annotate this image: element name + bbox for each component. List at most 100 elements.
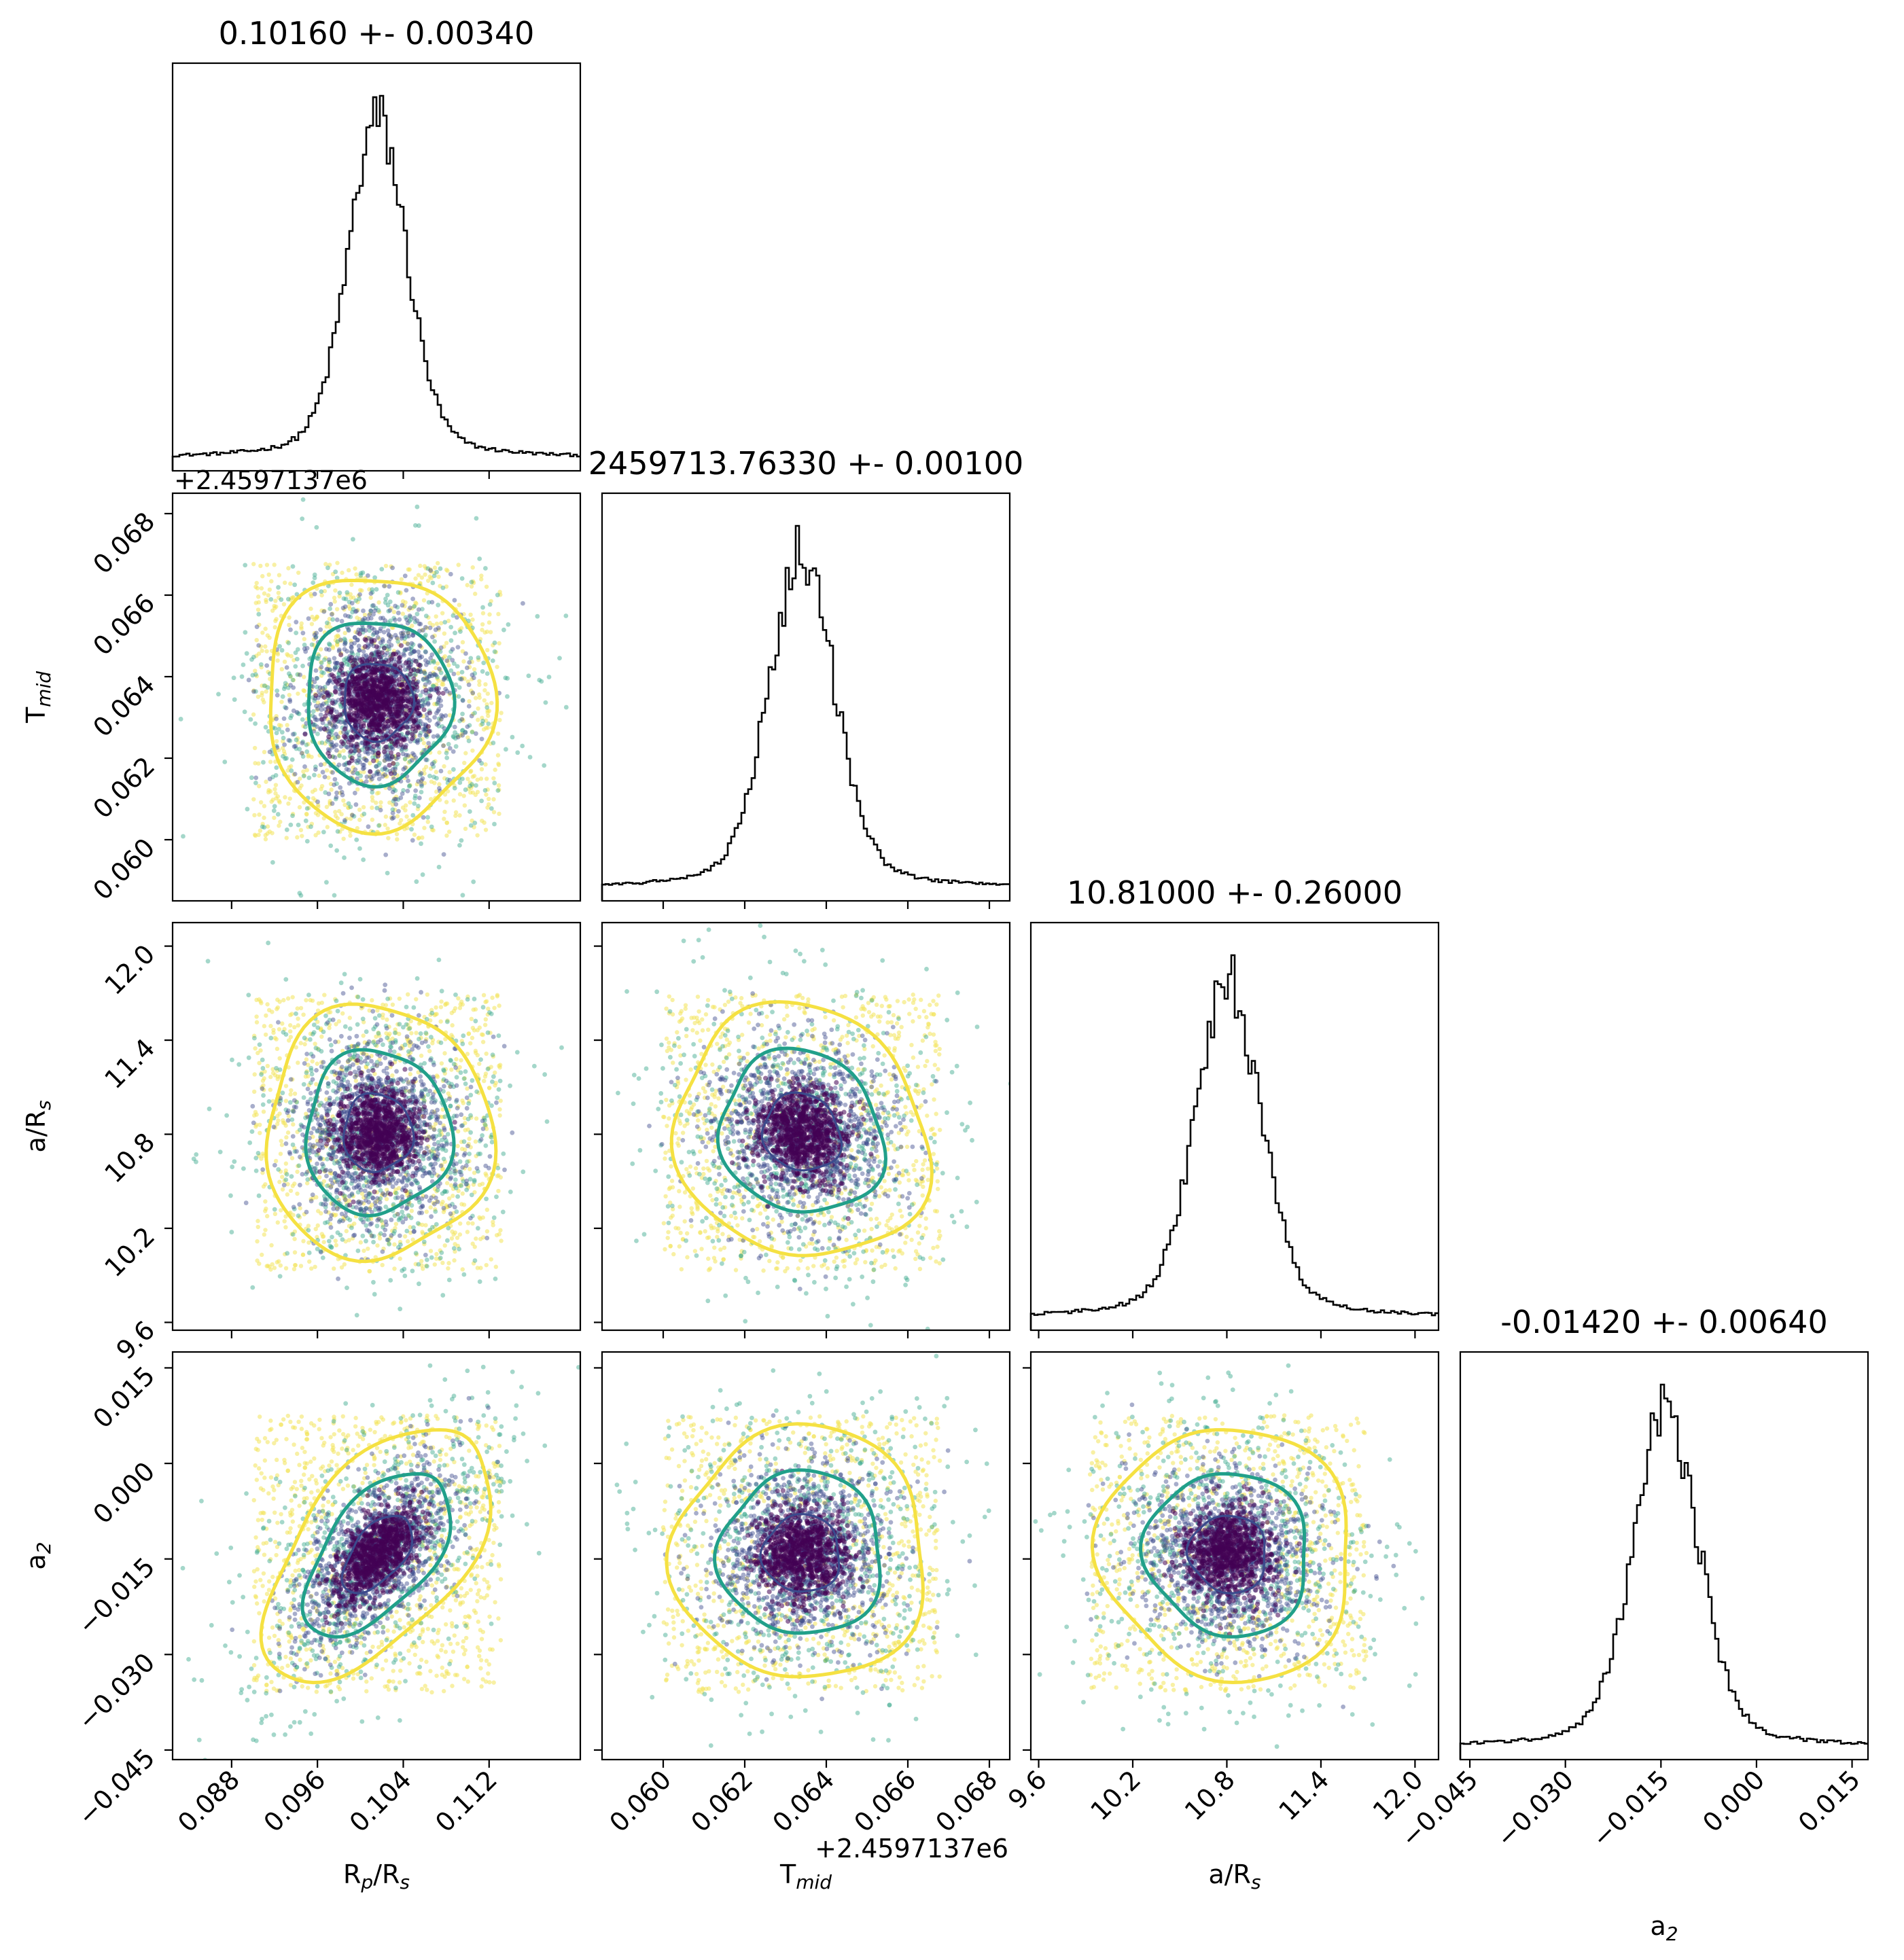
sample-point [429,1010,435,1016]
sample-point [283,1084,289,1088]
sample-point [321,701,326,707]
sample-point [376,750,381,756]
sample-point [260,824,265,830]
sample-point [259,586,264,591]
sample-point [417,1281,421,1287]
sample-point [315,799,320,804]
sample-point [327,721,332,726]
sample-point [479,767,484,772]
sample-point [495,1095,500,1101]
sample-point [465,679,470,684]
sample-point [407,759,412,764]
sample-point [438,621,444,626]
sample-point [304,812,309,817]
sample-point [441,1156,446,1162]
sample-point [450,658,455,663]
sample-point [437,1133,442,1137]
sample-point [419,783,424,789]
sample-point [489,700,494,705]
sample-point [428,797,434,802]
sample-point [389,643,394,648]
sample-point [429,762,435,766]
sample-point [330,735,335,740]
sample-point [368,761,372,766]
sample-point [491,643,495,647]
sample-point [280,1187,285,1192]
sample-point [418,643,423,649]
sample-point [455,734,461,740]
sample-point [353,682,358,688]
sample-point [442,817,446,821]
sample-point [318,726,323,731]
sample-point [354,837,359,842]
sample-point [412,616,417,621]
sample-point [371,773,376,779]
sample-point [469,713,474,719]
sample-point [272,1073,278,1077]
sample-point [409,1209,415,1213]
sample-point [268,1035,274,1041]
sample-point [352,635,357,640]
sample-point [449,1033,454,1037]
sample-point [379,735,385,741]
sample-point [347,599,352,605]
sample-point [455,1243,461,1249]
sample-point [289,1088,294,1093]
sample-point [454,1056,459,1062]
sample-point [355,675,360,680]
sample-point [405,730,410,736]
sample-point [482,688,487,693]
sample-point [393,1027,398,1032]
sample-point [484,1207,490,1212]
hist-panel-tmid: 2459713.76330 +- 0.00100 [588,445,1023,909]
sample-point [485,1012,491,1017]
sample-point [470,818,474,823]
sample-point [355,776,359,781]
sample-point [327,563,332,567]
sample-point [401,651,406,656]
sample-point [370,817,375,822]
sample-point [453,1249,457,1254]
sample-point [383,596,388,601]
sample-point [469,1192,474,1198]
sample-point [343,762,348,767]
sample-point [393,673,399,679]
sample-point [250,1285,255,1290]
sample-point [402,757,408,762]
sample-point [421,727,426,732]
sample-point [438,1005,444,1010]
sample-point [412,620,418,624]
sample-point [478,1236,483,1241]
sample-point [418,693,423,698]
sample-point [321,830,326,835]
sample-point [434,569,439,575]
sample-point [344,816,349,821]
sample-point [441,743,446,749]
sample-point [431,1109,437,1114]
sample-point [436,626,441,630]
sample-point [277,726,281,732]
sample-point [417,628,422,634]
sample-point [390,802,395,807]
sample-point [317,685,323,690]
sample-point [279,730,285,735]
sample-point [355,1248,361,1253]
sample-point [444,750,449,755]
sample-point [375,1008,380,1013]
sample-point [255,607,261,612]
sample-point [421,741,427,746]
sample-point [425,700,431,706]
sample-point [353,1078,359,1084]
sample-point [423,688,429,693]
sample-point [300,741,305,746]
sample-point [432,565,438,570]
sample-point [440,1293,446,1298]
sample-point [298,827,304,833]
sample-point [296,1213,301,1218]
sample-point [480,605,485,610]
sample-point [313,833,318,838]
sample-point [378,679,384,684]
sample-point [255,1150,261,1156]
sample-point [434,711,439,715]
sample-point [354,1044,359,1049]
